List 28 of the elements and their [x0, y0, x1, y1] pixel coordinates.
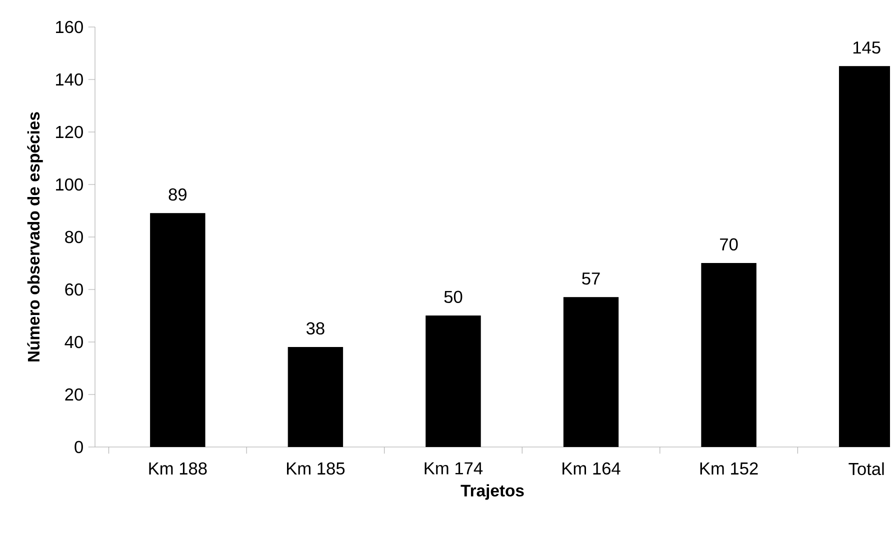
y-tick-label: 0 — [74, 440, 83, 454]
y-tick-label: 80 — [65, 230, 83, 244]
data-label: 38 — [306, 322, 324, 335]
y-tick-label: 100 — [56, 178, 83, 191]
data-label: 50 — [444, 290, 462, 304]
data-label: 89 — [168, 188, 186, 201]
x-axis-title: Trajetos — [460, 484, 524, 500]
x-tick-label: Km 185 — [287, 462, 345, 475]
data-label: 70 — [720, 238, 738, 251]
y-tick-label: 140 — [56, 73, 83, 86]
x-tick-label: Km 164 — [562, 462, 620, 475]
y-tick-label: 60 — [65, 283, 83, 296]
y-tick-label: 20 — [65, 388, 83, 401]
data-label: 57 — [582, 272, 600, 285]
x-tick-label: Km 188 — [149, 462, 207, 475]
y-tick-label: 40 — [64, 336, 83, 348]
bar — [563, 297, 619, 447]
bar — [701, 262, 756, 447]
x-tick-label: Km 152 — [700, 462, 758, 475]
data-label: 145 — [853, 42, 880, 54]
y-axis-title: Número observado de espécies — [27, 112, 43, 362]
y-tick-label: 120 — [56, 126, 83, 138]
x-tick-label: Total — [848, 462, 884, 476]
bar — [426, 315, 481, 447]
bar — [150, 213, 206, 447]
x-tick-label: Km 174 — [424, 462, 483, 474]
y-tick-label: 160 — [56, 20, 83, 34]
bar — [288, 346, 344, 447]
